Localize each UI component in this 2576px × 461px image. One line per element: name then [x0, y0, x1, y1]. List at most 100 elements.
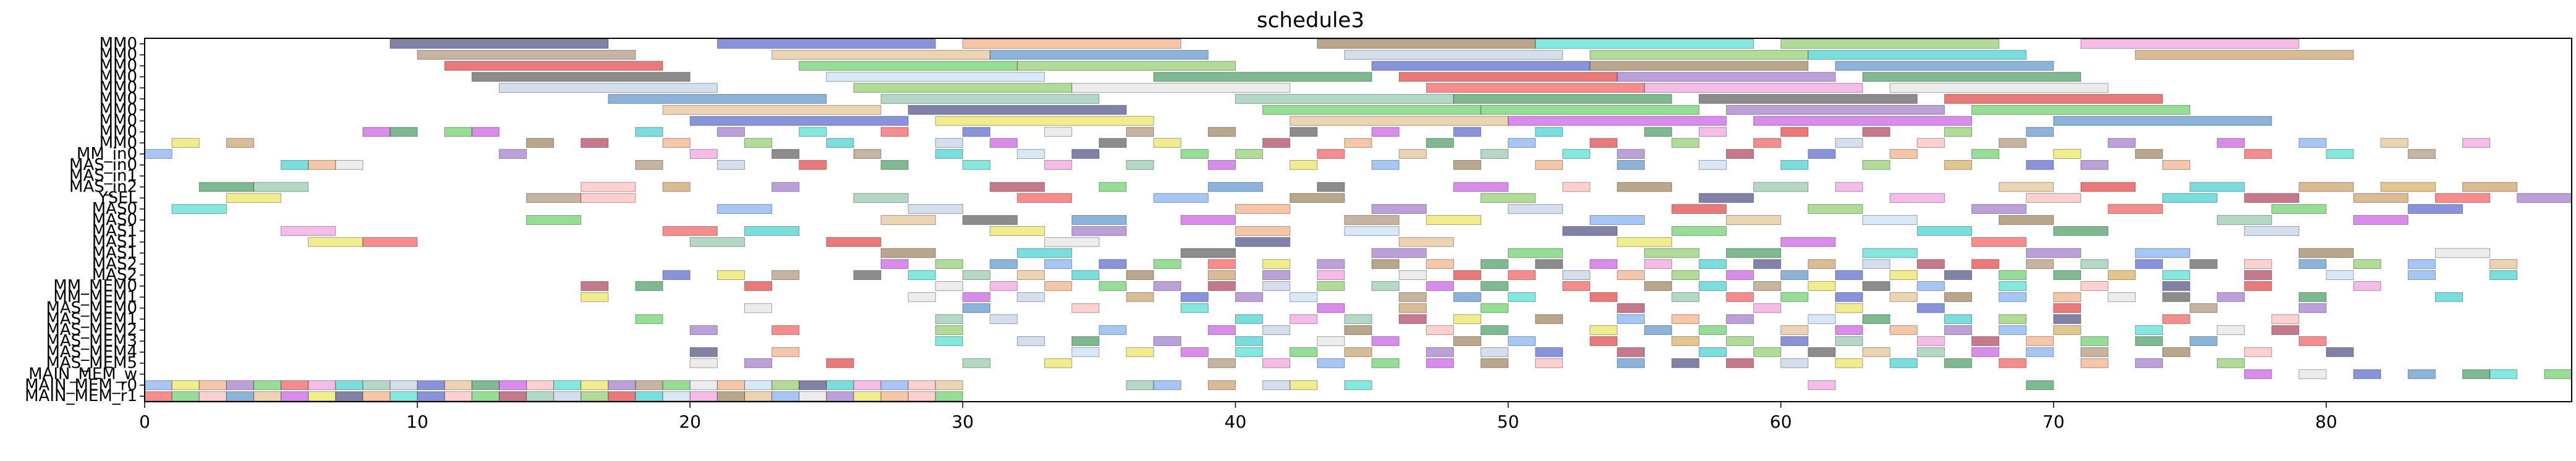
task-bar — [1944, 292, 1973, 302]
task-bar — [226, 380, 254, 391]
task-bar — [772, 149, 800, 159]
task-bar — [1753, 281, 1782, 291]
task-bar — [2135, 336, 2163, 346]
task-bar — [962, 270, 990, 281]
y-tick-label: MM0 — [100, 46, 137, 64]
task-bar — [1290, 127, 1318, 137]
task-bar — [144, 391, 172, 402]
task-bar — [1235, 347, 1264, 357]
task-bar — [608, 380, 636, 391]
task-bar — [2080, 39, 2300, 49]
y-tick-label: MM0 — [100, 90, 137, 108]
task-bar — [1944, 270, 1973, 281]
task-bar — [1617, 182, 1672, 192]
y-tick-label: MM0 — [100, 35, 137, 53]
task-bar — [2298, 259, 2327, 269]
task-bar — [2244, 369, 2272, 379]
task-bar — [2053, 226, 2109, 236]
y-tick-label: MM0 — [100, 78, 137, 97]
task-bar — [580, 292, 609, 302]
task-bar — [2080, 347, 2109, 357]
task-bar — [2434, 248, 2491, 258]
task-bar — [1508, 204, 1563, 214]
task-bar — [1671, 336, 1699, 346]
task-bar — [1426, 259, 1454, 269]
y-tick-label: MAS1 — [92, 233, 137, 252]
task-bar — [1971, 237, 2027, 247]
task-bar — [1317, 182, 1345, 192]
task-bar — [1780, 292, 1809, 302]
task-bar — [1971, 104, 2190, 115]
task-bar — [1835, 292, 1863, 302]
task-bar — [1235, 94, 1454, 104]
task-bar — [1290, 193, 1345, 203]
task-bar — [826, 237, 882, 247]
task-bar — [1290, 116, 1509, 126]
task-bar — [2217, 325, 2245, 336]
task-bar — [908, 104, 1127, 115]
task-bar — [1780, 39, 2000, 49]
task-bar — [1508, 138, 1536, 148]
task-bar — [826, 380, 854, 391]
task-bar — [1862, 72, 2081, 82]
task-bar — [1481, 259, 1509, 269]
task-bar — [308, 160, 336, 170]
task-bar — [2298, 248, 2354, 258]
task-bar — [1017, 149, 1045, 159]
task-bar — [1944, 127, 1973, 137]
task-bar — [1317, 39, 1536, 49]
task-bar — [1889, 358, 1918, 368]
task-bar — [1562, 281, 1591, 291]
task-bar — [1835, 182, 1863, 192]
task-bar — [2326, 347, 2354, 357]
task-bar — [281, 380, 309, 391]
task-bar — [880, 259, 909, 269]
task-bar — [1589, 215, 1645, 225]
task-bar — [1317, 336, 1345, 346]
task-bar — [526, 215, 582, 225]
y-tick-label: MAIN_MEM_w — [28, 365, 137, 383]
task-bar — [1153, 193, 1209, 203]
task-bar — [2053, 116, 2272, 126]
task-bar — [253, 182, 309, 192]
y-tick-label: MM0 — [100, 67, 137, 86]
task-bar — [2353, 193, 2408, 203]
task-bar — [2462, 138, 2491, 148]
task-bar — [1889, 270, 1918, 281]
task-bar — [1426, 83, 1645, 93]
task-bar — [1698, 160, 1727, 170]
task-bar — [2107, 138, 2136, 148]
task-bar — [1808, 49, 2027, 60]
x-tick-label: 80 — [2315, 412, 2337, 432]
task-bar — [2434, 193, 2491, 203]
task-bar — [1916, 281, 1945, 291]
task-bar — [1071, 347, 1100, 357]
task-bar — [1589, 336, 1618, 346]
task-bar — [498, 380, 527, 391]
task-bar — [2053, 325, 2081, 336]
task-bar — [662, 182, 691, 192]
task-bar — [1862, 215, 1918, 225]
task-bar — [1726, 215, 1782, 225]
task-bar — [1862, 281, 1890, 291]
task-bar — [335, 380, 363, 391]
task-bar — [471, 380, 499, 391]
task-bar — [826, 358, 854, 368]
task-bar — [2189, 259, 2218, 269]
task-bar — [1398, 72, 1618, 82]
task-bar — [989, 226, 1045, 236]
task-bar — [2189, 182, 2245, 192]
task-bar — [2080, 281, 2109, 291]
task-bar — [908, 204, 963, 214]
y-tick-label: MAIN_MEM_r0 — [25, 376, 137, 394]
task-bar — [1698, 259, 1727, 269]
task-bar — [1126, 292, 1154, 302]
task-bar — [1207, 127, 1236, 137]
task-bar — [2162, 292, 2190, 302]
y-tick-label: MAS0 — [92, 211, 137, 229]
task-bar — [1916, 347, 1945, 357]
task-bar — [580, 138, 609, 148]
task-bar — [1044, 281, 1073, 291]
task-bar — [1999, 314, 2027, 324]
task-bar — [2407, 270, 2436, 281]
